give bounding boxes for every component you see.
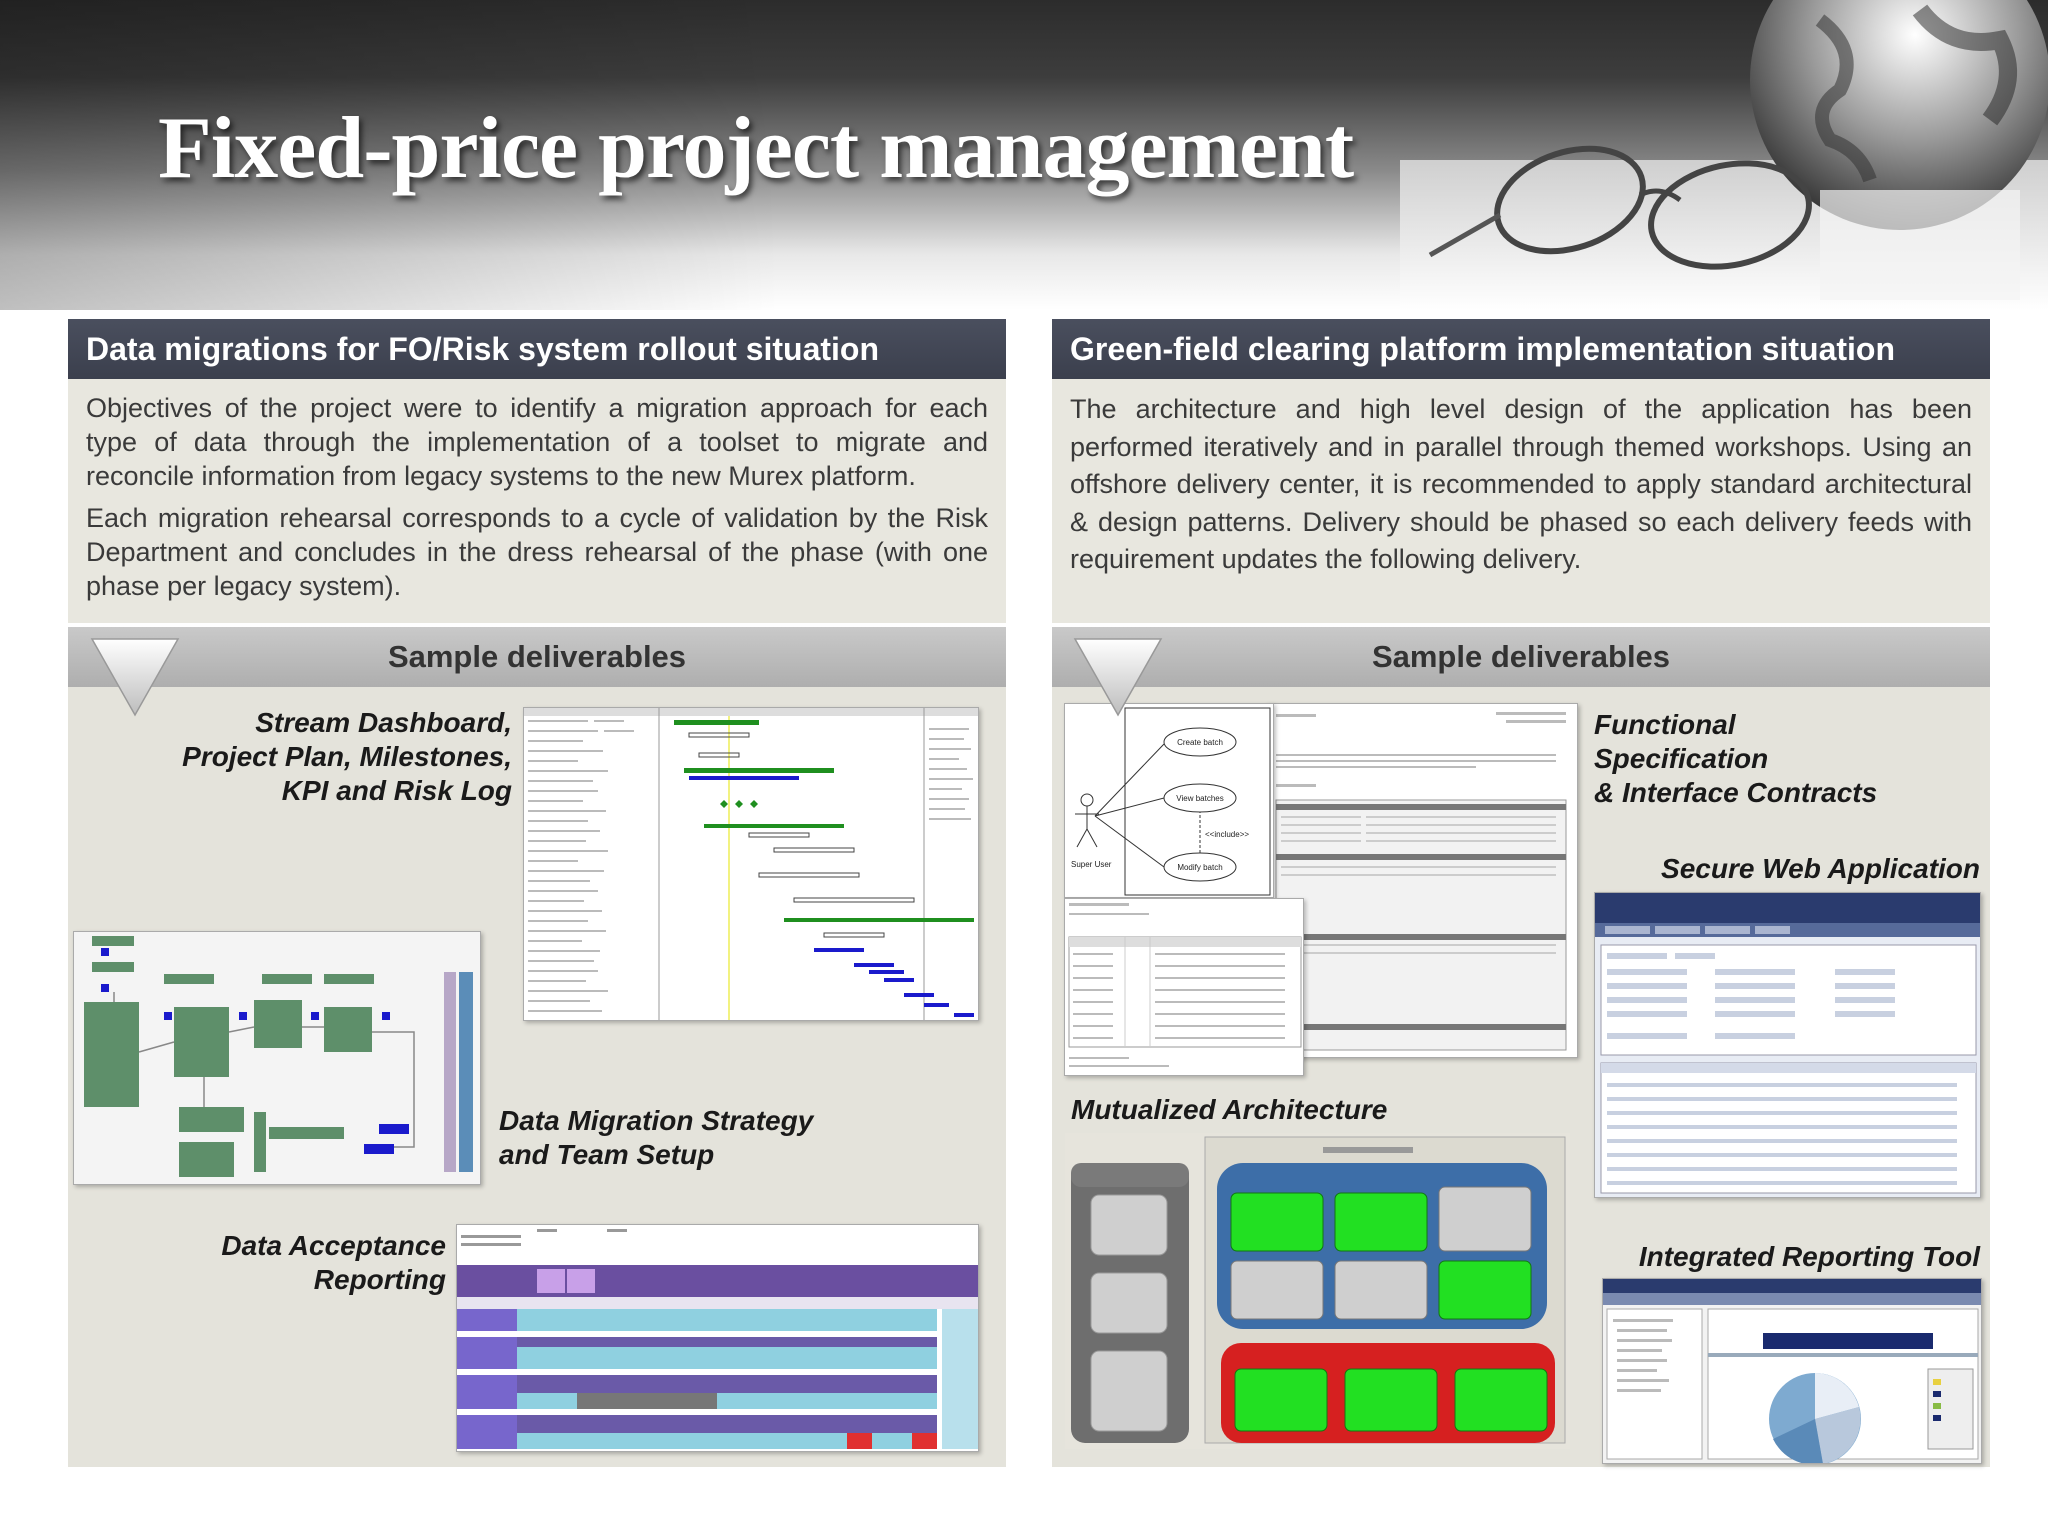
migration-strategy-diagram-thumbnail xyxy=(73,931,481,1185)
page-title: Fixed-price project management xyxy=(158,100,1354,197)
right-deliverables-heading: Sample deliverables xyxy=(1052,627,1990,687)
right-panel-body: The architecture and high level design o… xyxy=(1052,379,1990,623)
use-case-diagram-thumbnail: Super User Create batch View batches Mod… xyxy=(1064,703,1274,898)
globe-and-glasses-image xyxy=(1400,0,2048,310)
triangle-marker-icon xyxy=(1073,638,1163,717)
secure-web-app-image xyxy=(1595,893,1980,1197)
use-case-diagram-image: Super User Create batch View batches Mod… xyxy=(1065,704,1273,897)
modify-batch-label: Modify batch xyxy=(1177,863,1222,872)
secure-web-app-thumbnail xyxy=(1594,892,1981,1198)
caption-data-migration-strategy: Data Migration Strategy and Team Setup xyxy=(499,1105,814,1170)
reporting-tool-thumbnail xyxy=(1602,1278,1982,1464)
data-dictionary-image xyxy=(1065,899,1303,1075)
left-paragraph-1: Objectives of the project were to identi… xyxy=(86,393,988,491)
caption-stream-dashboard: Stream Dashboard, Project Plan, Mileston… xyxy=(182,707,512,806)
caption-functional-specification: Functional Specification & Interface Con… xyxy=(1594,709,1878,808)
left-panel-heading: Data migrations for FO/Risk system rollo… xyxy=(68,319,1006,379)
data-dictionary-thumbnail xyxy=(1064,898,1304,1076)
include-label: <<include>> xyxy=(1205,830,1249,839)
data-acceptance-table-thumbnail xyxy=(456,1224,979,1452)
create-batch-label: Create batch xyxy=(1177,738,1223,747)
gantt-chart-image xyxy=(524,708,978,1020)
left-paragraph-2: Each migration rehearsal corresponds to … xyxy=(86,503,988,601)
header-banner: Fixed-price project management xyxy=(0,0,2048,310)
right-paragraph-1: The architecture and high level design o… xyxy=(1070,394,1972,574)
data-acceptance-table-image xyxy=(457,1225,978,1451)
functional-spec-document-thumbnail xyxy=(1265,703,1578,1058)
migration-strategy-diagram-image xyxy=(74,932,480,1184)
right-panel-heading: Green-field clearing platform implementa… xyxy=(1052,319,1990,379)
reporting-tool-image xyxy=(1603,1279,1981,1463)
actor-label: Super User xyxy=(1071,860,1112,869)
gantt-chart-thumbnail xyxy=(523,707,979,1021)
caption-data-acceptance: Data Acceptance Reporting xyxy=(221,1230,446,1295)
triangle-marker-icon xyxy=(90,638,180,717)
left-deliverables-heading: Sample deliverables xyxy=(68,627,1006,687)
caption-integrated-reporting-tool: Integrated Reporting Tool xyxy=(1638,1241,1980,1272)
architecture-diagram-image xyxy=(1071,1136,1566,1444)
view-batches-label: View batches xyxy=(1176,794,1223,803)
caption-secure-web-application: Secure Web Application xyxy=(1661,853,1980,884)
functional-spec-document-image xyxy=(1266,704,1577,1057)
caption-mutualized-architecture: Mutualized Architecture xyxy=(1071,1094,1388,1125)
left-panel-body: Objectives of the project were to identi… xyxy=(68,379,1006,623)
mutualized-architecture-diagram xyxy=(1065,1133,1570,1449)
